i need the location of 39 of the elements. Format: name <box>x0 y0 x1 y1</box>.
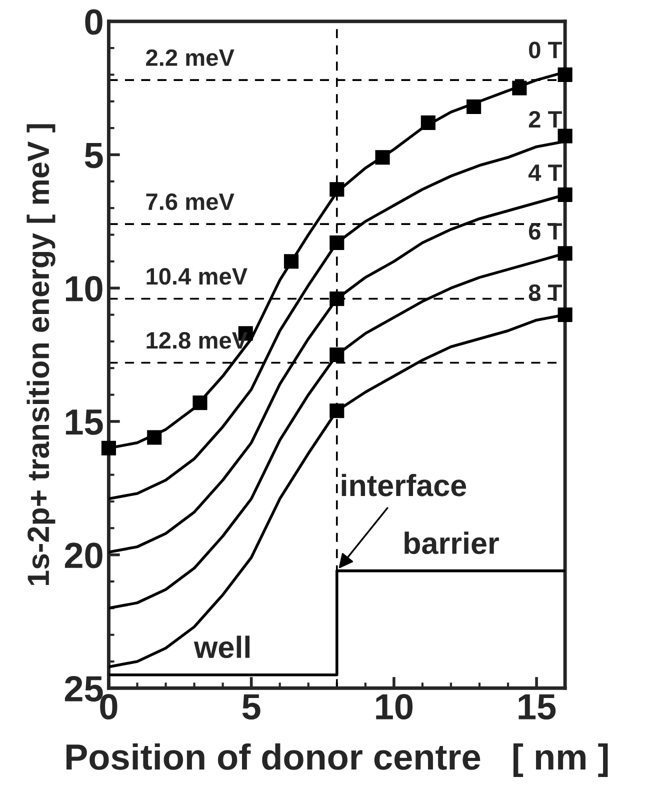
point <box>420 115 436 130</box>
series-label: 0 T <box>529 42 562 58</box>
ref-line-label: 2.2 meV <box>146 49 234 66</box>
point <box>558 246 572 261</box>
point <box>330 235 344 250</box>
point <box>558 67 572 82</box>
point <box>330 291 344 306</box>
point <box>330 347 344 362</box>
point <box>466 99 482 114</box>
annotation: barrier <box>404 532 499 554</box>
ref-line-label: 10.4 meV <box>146 268 248 285</box>
y-tick-label: 5 <box>84 142 103 168</box>
annotation: interface <box>342 474 466 496</box>
series-label: 2 T <box>528 110 562 128</box>
point <box>558 128 572 144</box>
ref-line-label: 7.6 meV <box>146 193 234 210</box>
series-label: 4 T <box>528 164 562 181</box>
point <box>512 80 527 96</box>
x-tick-label: 10 <box>376 694 413 720</box>
y-tick-label: 20 <box>64 542 102 568</box>
y-tick-label: 10 <box>66 276 102 302</box>
point <box>147 430 162 445</box>
y-tick-label: 0 <box>85 9 102 35</box>
point <box>192 395 208 410</box>
point <box>284 254 299 269</box>
annotation: well <box>194 636 250 658</box>
point <box>558 187 572 202</box>
point <box>375 150 390 165</box>
x-axis-title: Position of donor centre [ nm ] <box>66 743 608 778</box>
x-tick-label: 15 <box>518 694 556 720</box>
point <box>330 403 344 418</box>
point <box>101 440 116 456</box>
series-label: 6 T <box>528 223 562 240</box>
point <box>330 182 344 197</box>
x-tick-label: 5 <box>242 694 260 720</box>
point <box>558 307 572 322</box>
y-tick-label: 15 <box>66 410 103 435</box>
series-label: 8 T <box>528 284 562 302</box>
y-axis-title: 1s-2p+ transition energy [ meV ] <box>26 124 56 586</box>
